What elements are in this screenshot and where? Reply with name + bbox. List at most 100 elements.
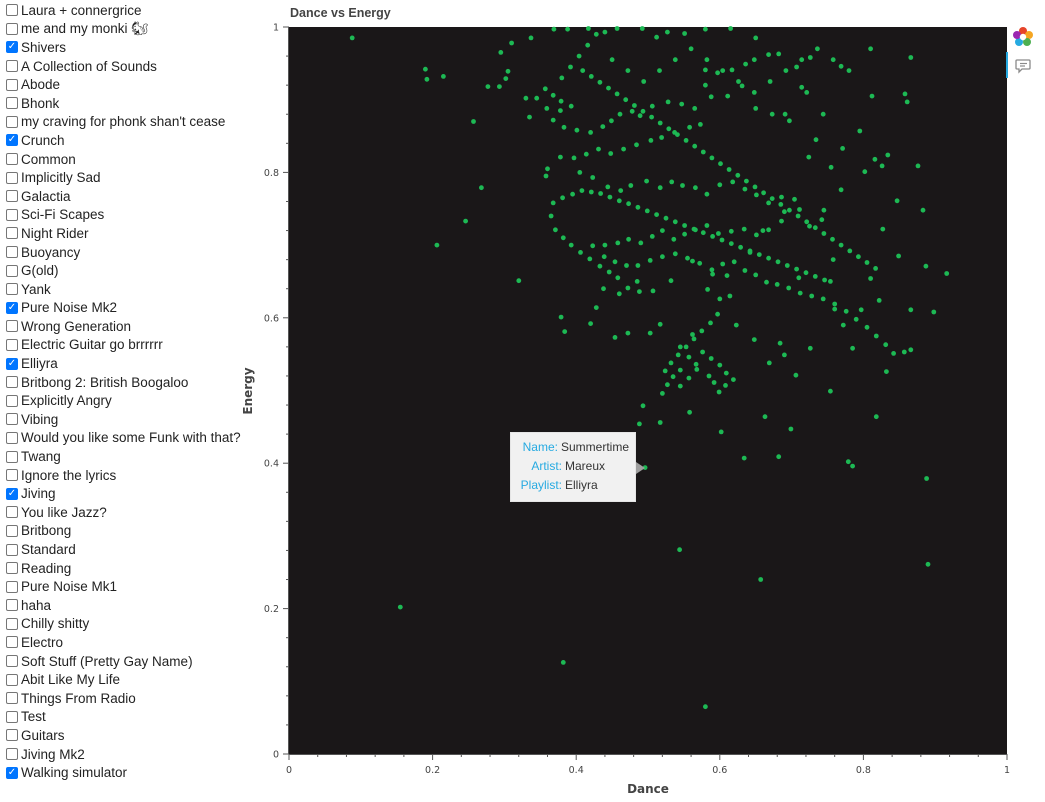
playlist-label[interactable]: G(old) [21, 263, 59, 279]
playlist-row[interactable]: Guitars [0, 726, 240, 745]
playlist-row[interactable]: Britbong [0, 522, 240, 541]
playlist-checkbox[interactable] [6, 208, 18, 221]
playlist-checkbox[interactable] [6, 431, 18, 444]
scatter-point[interactable] [778, 202, 784, 207]
playlist-checkbox[interactable] [6, 413, 18, 426]
playlist-row[interactable]: Electric Guitar go brrrrrr [0, 336, 240, 355]
scatter-point[interactable] [659, 135, 664, 140]
scatter-point[interactable] [550, 200, 556, 206]
scatter-point[interactable] [769, 196, 775, 202]
scatter-point[interactable] [720, 261, 726, 267]
scatter-point[interactable] [553, 227, 558, 233]
scatter-point[interactable] [766, 227, 771, 233]
scatter-point[interactable] [682, 231, 687, 237]
scatter-point[interactable] [683, 344, 689, 350]
playlist-checkbox[interactable] [6, 673, 18, 686]
scatter-point[interactable] [864, 260, 870, 265]
scatter-point[interactable] [850, 463, 855, 469]
scatter-point[interactable] [821, 231, 827, 236]
scatter-point[interactable] [857, 128, 863, 134]
scatter-point[interactable] [718, 429, 724, 435]
playlist-label[interactable]: Laura + connergrice [21, 2, 142, 18]
playlist-checkbox[interactable] [6, 636, 18, 649]
scatter-point[interactable] [497, 84, 502, 89]
playlist-row[interactable]: Galactia [0, 187, 240, 206]
playlist-checkbox[interactable] [6, 283, 18, 296]
playlist-checkbox[interactable] [6, 506, 18, 519]
scatter-point[interactable] [700, 149, 706, 155]
scatter-point[interactable] [847, 248, 853, 254]
scatter-point[interactable] [463, 218, 468, 224]
playlist-label[interactable]: Bhonk [21, 95, 60, 111]
playlist-label[interactable]: You like Jazz? [21, 504, 107, 520]
playlist-checkbox[interactable]: ✓ [6, 41, 18, 54]
scatter-point[interactable] [621, 146, 626, 152]
scatter-point[interactable] [776, 51, 782, 57]
scatter-point[interactable] [725, 93, 731, 99]
scatter-point[interactable] [924, 476, 929, 481]
scatter-point[interactable] [677, 367, 683, 373]
playlist-row[interactable]: ✓ Elliyra [0, 354, 240, 373]
scatter-point[interactable] [559, 75, 565, 81]
scatter-point[interactable] [896, 253, 901, 259]
scatter-point[interactable] [606, 85, 611, 91]
playlist-label[interactable]: Britbong 2: British Boogaloo [21, 374, 189, 390]
playlist-label[interactable]: Standard [21, 542, 76, 558]
scatter-point[interactable] [828, 279, 833, 284]
scatter-point[interactable] [558, 154, 563, 160]
scatter-point[interactable] [527, 114, 532, 120]
scatter-point[interactable] [663, 215, 669, 221]
scatter-point[interactable] [434, 242, 440, 248]
scatter-point[interactable] [625, 68, 631, 73]
playlist-row[interactable]: Soft Stuff (Pretty Gay Name) [0, 652, 240, 671]
scatter-point[interactable] [756, 252, 762, 257]
scatter-point[interactable] [716, 231, 721, 236]
scatter-point[interactable] [838, 187, 844, 193]
scatter-point[interactable] [710, 234, 715, 239]
scatter-point[interactable] [820, 296, 826, 302]
scatter-point[interactable] [479, 185, 484, 191]
scatter-point[interactable] [634, 142, 639, 148]
scatter-point[interactable] [884, 369, 889, 374]
scatter-point[interactable] [908, 307, 914, 313]
scatter-point[interactable] [612, 259, 618, 265]
scatter-point[interactable] [641, 79, 647, 84]
playlist-row[interactable]: You like Jazz? [0, 503, 240, 522]
scatter-point[interactable] [820, 111, 826, 117]
scatter-point[interactable] [726, 167, 732, 172]
playlist-row[interactable]: Electro [0, 633, 240, 652]
scatter-point[interactable] [901, 349, 907, 355]
scatter-point[interactable] [832, 301, 838, 307]
scatter-point[interactable] [568, 242, 574, 248]
scatter-point[interactable] [742, 268, 748, 273]
scatter-point[interactable] [680, 183, 685, 188]
playlist-checkbox[interactable] [6, 227, 18, 240]
playlist-label[interactable]: Jiving Mk2 [21, 746, 85, 762]
scatter-point[interactable] [640, 403, 646, 409]
playlist-label[interactable]: Chilly shitty [21, 616, 90, 632]
scatter-point[interactable] [741, 226, 747, 232]
scatter-point[interactable] [807, 345, 813, 351]
scatter-point[interactable] [424, 76, 430, 82]
scatter-point[interactable] [868, 276, 873, 281]
playlist-label[interactable]: my craving for phonk shan't cease [21, 114, 226, 130]
scatter-point[interactable] [528, 35, 534, 41]
scatter-point[interactable] [788, 426, 794, 432]
scatter-point[interactable] [672, 57, 678, 63]
scatter-point[interactable] [812, 274, 818, 279]
scatter-point[interactable] [692, 106, 698, 111]
scatter-point[interactable] [862, 169, 868, 175]
scatter-point[interactable] [686, 375, 692, 381]
scatter-point[interactable] [703, 26, 708, 32]
playlist-label[interactable]: Wrong Generation [21, 318, 132, 334]
scatter-point[interactable] [869, 93, 875, 99]
scatter-point[interactable] [809, 293, 815, 299]
scatter-point[interactable] [588, 189, 594, 195]
playlist-row[interactable]: Standard [0, 540, 240, 559]
playlist-label[interactable]: haha [21, 597, 52, 613]
scatter-point[interactable] [634, 279, 640, 284]
scatter-point[interactable] [593, 31, 599, 37]
scatter-point[interactable] [775, 259, 781, 265]
scatter-point[interactable] [753, 272, 759, 278]
scatter-point[interactable] [751, 57, 757, 63]
